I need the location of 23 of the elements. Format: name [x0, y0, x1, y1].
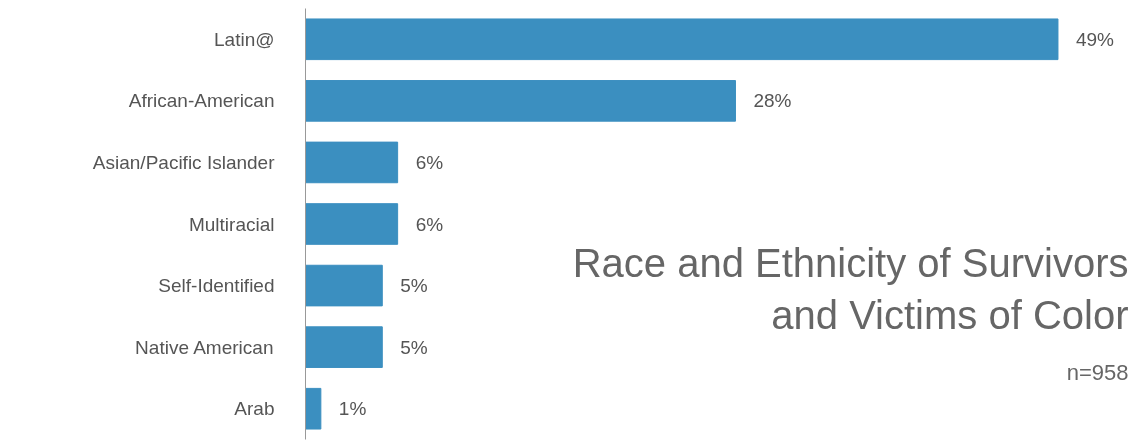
data-label: 6%: [415, 213, 444, 235]
y-tick-label: Latin@: [214, 28, 275, 50]
data-label: 5%: [400, 275, 428, 297]
bar: [305, 80, 736, 122]
text: n=958: [1066, 359, 1129, 385]
bar: [305, 387, 322, 430]
data-label: 1%: [338, 398, 367, 420]
y-tick-label: Arab: [234, 398, 275, 420]
data-label: 5%: [400, 336, 428, 358]
data-label: 6%: [415, 151, 444, 173]
y-tick-label: Native American: [135, 336, 274, 358]
bar: [305, 141, 399, 184]
bar: [305, 18, 1059, 61]
y-tick-label: Asian/Pacific Islander: [92, 151, 276, 173]
y-tick-label: Multiracial: [188, 213, 275, 235]
data-label: 28%: [753, 90, 792, 112]
data-label: 49%: [1075, 28, 1115, 50]
y-tick-label: African-American: [128, 90, 275, 112]
y-tick-label: Self-Identified: [158, 275, 275, 297]
bar: [305, 264, 383, 307]
text: Race and Ethnicity of Survivors and Victims of Color: [572, 240, 1129, 337]
bar: [305, 326, 383, 368]
bar: [305, 203, 399, 245]
